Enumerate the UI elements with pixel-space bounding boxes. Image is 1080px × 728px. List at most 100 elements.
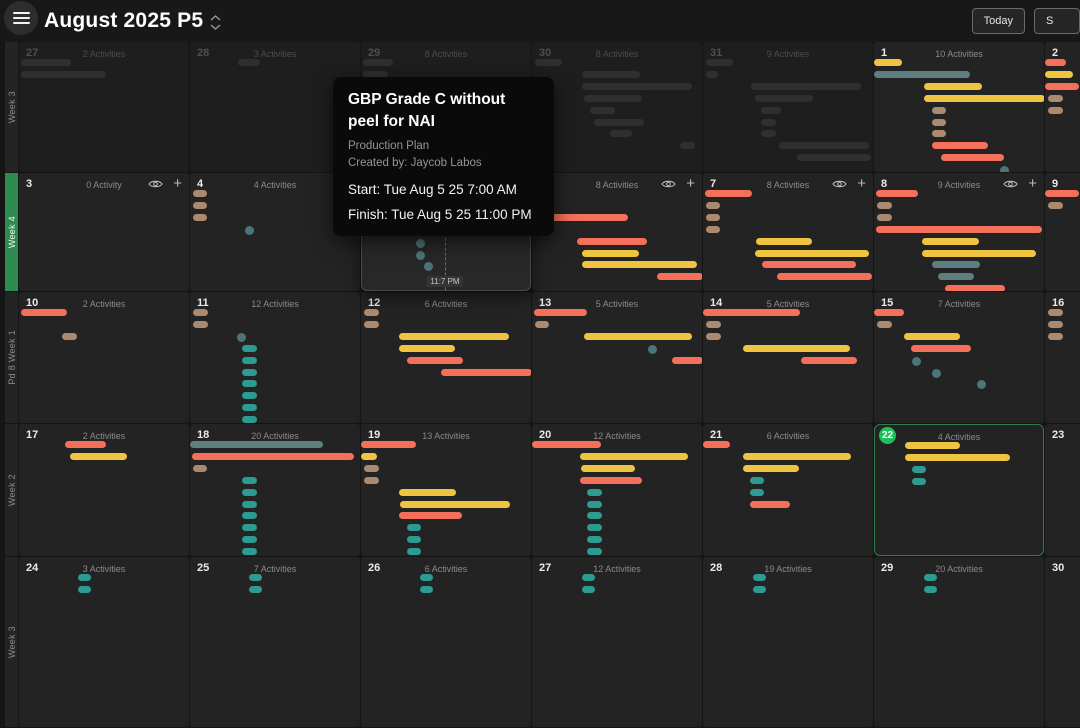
- activity-bar-tan[interactable]: [706, 225, 720, 233]
- activity-bar-dim[interactable]: [363, 70, 388, 78]
- activity-bar-yellow[interactable]: [904, 332, 960, 340]
- activity-bar-tan[interactable]: [932, 118, 946, 126]
- activity-bar-red[interactable]: [441, 368, 531, 376]
- day-cell-31[interactable]: 31 9 Activities: [703, 42, 873, 172]
- day-cell-11[interactable]: 11 12 Activities: [190, 292, 360, 423]
- activity-bar-yellow[interactable]: [755, 249, 869, 257]
- activity-bar-dim[interactable]: [582, 70, 640, 78]
- day-cell-24[interactable]: 24 3 Activities: [19, 557, 189, 727]
- activity-bar-red[interactable]: [801, 356, 857, 364]
- activity-bar-tan[interactable]: [193, 320, 208, 328]
- activity-dot[interactable]: [648, 344, 657, 354]
- eye-icon[interactable]: [832, 179, 847, 189]
- activity-bar-yellow[interactable]: [399, 344, 455, 352]
- activity-bar-red[interactable]: [874, 309, 904, 316]
- add-activity-icon[interactable]: +: [173, 175, 182, 192]
- activity-bar-teal[interactable]: [750, 476, 764, 484]
- clipped-secondary-button[interactable]: S: [1034, 8, 1080, 34]
- activity-bar-grayteal[interactable]: [938, 273, 974, 281]
- activity-bar-teal[interactable]: [924, 574, 937, 581]
- activity-bar-yellow[interactable]: [361, 452, 377, 460]
- activity-bar-yellow[interactable]: [582, 249, 639, 257]
- day-cell-19[interactable]: 19 13 Activities: [361, 424, 531, 556]
- activity-bar-red[interactable]: [577, 237, 647, 245]
- activity-bar-yellow[interactable]: [1045, 70, 1073, 78]
- day-cell-22[interactable]: 22 4 Activities: [874, 424, 1044, 556]
- activity-bar-dim[interactable]: [21, 70, 106, 78]
- day-cell-20[interactable]: 20 12 Activities: [532, 424, 702, 556]
- today-button[interactable]: Today: [971, 8, 1025, 34]
- day-cell-27[interactable]: 27 2 Activities: [19, 42, 189, 172]
- day-cell-18[interactable]: 18 20 Activities: [190, 424, 360, 556]
- activity-bar-red[interactable]: [876, 225, 1042, 233]
- activity-bar-teal[interactable]: [912, 477, 926, 485]
- activity-bar-teal[interactable]: [242, 404, 257, 412]
- activity-bar-dim[interactable]: [584, 94, 642, 102]
- activity-dot[interactable]: [977, 380, 986, 390]
- activity-bar-dim[interactable]: [761, 106, 781, 114]
- activity-bar-teal[interactable]: [407, 524, 421, 532]
- activity-bar-tan[interactable]: [1048, 332, 1063, 340]
- activity-dot[interactable]: [1000, 166, 1009, 172]
- activity-bar-yellow[interactable]: [399, 488, 456, 496]
- activity-bar-teal[interactable]: [420, 574, 433, 581]
- activity-bar-yellow[interactable]: [905, 453, 1010, 461]
- activity-bar-red[interactable]: [532, 441, 601, 448]
- day-cell-28[interactable]: 28 3 Activities: [190, 42, 360, 172]
- activity-bar-dim[interactable]: [706, 59, 733, 66]
- day-cell-30[interactable]: 30: [1045, 557, 1080, 727]
- day-cell-21[interactable]: 21 6 Activities: [703, 424, 873, 556]
- activity-bar-red[interactable]: [192, 452, 354, 460]
- activity-bar-red[interactable]: [535, 213, 628, 221]
- eye-icon[interactable]: [148, 179, 163, 189]
- activity-bar-yellow[interactable]: [924, 82, 982, 90]
- activity-dot[interactable]: [932, 368, 941, 378]
- activity-bar-teal[interactable]: [407, 548, 421, 556]
- add-activity-icon[interactable]: +: [1028, 175, 1037, 192]
- activity-bar-tan[interactable]: [877, 201, 892, 209]
- activity-bar-teal[interactable]: [587, 488, 602, 496]
- hamburger-menu-icon[interactable]: [4, 1, 38, 35]
- activity-bar-tan[interactable]: [706, 213, 720, 221]
- activity-bar-tan[interactable]: [706, 201, 720, 209]
- activity-bar-red[interactable]: [762, 261, 856, 269]
- activity-bar-yellow[interactable]: [756, 237, 812, 245]
- activity-bar-teal[interactable]: [242, 536, 257, 544]
- activity-bar-dim[interactable]: [761, 118, 776, 126]
- activity-bar-red[interactable]: [1045, 82, 1079, 90]
- day-cell-30[interactable]: 30 8 Activities: [532, 42, 702, 172]
- activity-bar-yellow[interactable]: [924, 94, 1044, 102]
- activity-bar-dim[interactable]: [706, 70, 718, 78]
- activity-bar-tan[interactable]: [1048, 201, 1063, 209]
- activity-bar-dim[interactable]: [238, 59, 260, 66]
- activity-bar-red[interactable]: [911, 344, 971, 352]
- activity-bar-teal[interactable]: [78, 574, 91, 581]
- activity-bar-teal[interactable]: [587, 524, 602, 532]
- activity-bar-tan[interactable]: [706, 332, 721, 340]
- activity-bar-dim[interactable]: [755, 94, 813, 102]
- day-cell-12[interactable]: 12 6 Activities: [361, 292, 531, 423]
- activity-bar-teal[interactable]: [587, 536, 602, 544]
- day-cell-1[interactable]: 1 10 Activities: [874, 42, 1044, 172]
- activity-bar-yellow[interactable]: [582, 261, 697, 269]
- activity-bar-tan[interactable]: [1048, 94, 1063, 102]
- activity-bar-teal[interactable]: [242, 416, 257, 423]
- day-cell-6[interactable]: 68 Activities+: [532, 173, 702, 291]
- activity-bar-dim[interactable]: [21, 59, 71, 66]
- activity-bar-teal[interactable]: [582, 574, 595, 581]
- activity-bar-red[interactable]: [399, 512, 462, 520]
- activity-bar-yellow[interactable]: [922, 249, 1036, 257]
- eye-icon[interactable]: [1003, 179, 1018, 189]
- activity-bar-dim[interactable]: [751, 82, 861, 90]
- day-cell-23[interactable]: 23: [1045, 424, 1080, 556]
- activity-bar-red[interactable]: [1045, 59, 1066, 66]
- activity-bar-red[interactable]: [21, 309, 67, 316]
- day-cell-8[interactable]: 8 9 Activities +: [874, 173, 1044, 291]
- activity-bar-tan[interactable]: [535, 320, 549, 328]
- activity-bar-yellow[interactable]: [580, 452, 688, 460]
- activity-bar-red[interactable]: [1045, 190, 1079, 197]
- day-cell-9[interactable]: 9: [1045, 173, 1080, 291]
- activity-bar-teal[interactable]: [242, 512, 257, 520]
- activity-bar-tan[interactable]: [193, 213, 207, 221]
- activity-bar-yellow[interactable]: [581, 464, 635, 472]
